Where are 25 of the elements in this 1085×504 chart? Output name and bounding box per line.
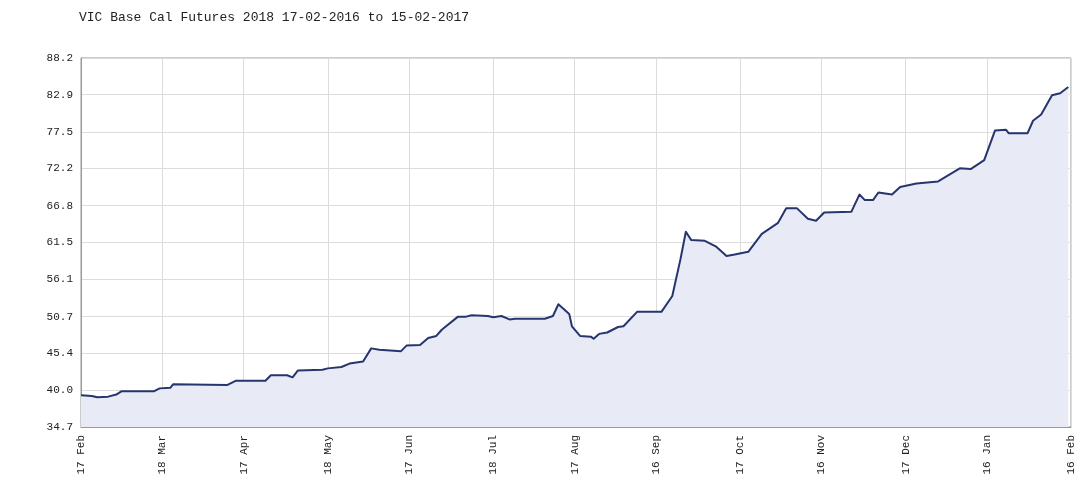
y-tick-label: 34.7 [46,421,73,433]
x-tick-label: 16 Nov [815,434,828,475]
y-tick-label: 72.2 [46,162,73,175]
x-tick-label: 17 Feb [75,435,87,475]
y-tick-label: 50.7 [46,310,73,323]
x-tick-label: 17 Dec [899,435,912,475]
y-tick-label: 66.8 [46,199,73,212]
y-tick-label: 77.5 [46,125,73,138]
y-tick-label: 82.9 [46,88,73,101]
y-tick-label: 45.4 [46,347,74,360]
y-tick-label: 40.0 [46,384,73,397]
x-tick-label: 16 Feb [1065,435,1077,475]
y-tick-label: 56.1 [46,273,74,286]
x-tick-label: 18 Mar [156,435,169,475]
x-tick-label: 17 Jun [403,435,416,475]
x-tick-label: 17 Apr [237,435,250,475]
x-tick-label: 18 Jul [487,435,500,475]
x-tick-label: 16 Sep [650,435,663,475]
y-tick-label: 88.2 [46,52,73,64]
x-tick-label: 16 Jan [980,435,993,475]
x-tick-label: 17 Oct [734,435,747,475]
x-tick-label: 17 Aug [568,435,581,475]
x-tick-label: 18 May [321,434,334,475]
y-tick-label: 61.5 [46,236,73,249]
chart-title: VIC Base Cal Futures 2018 17-02-2016 to 15-02-2017 [79,10,470,25]
